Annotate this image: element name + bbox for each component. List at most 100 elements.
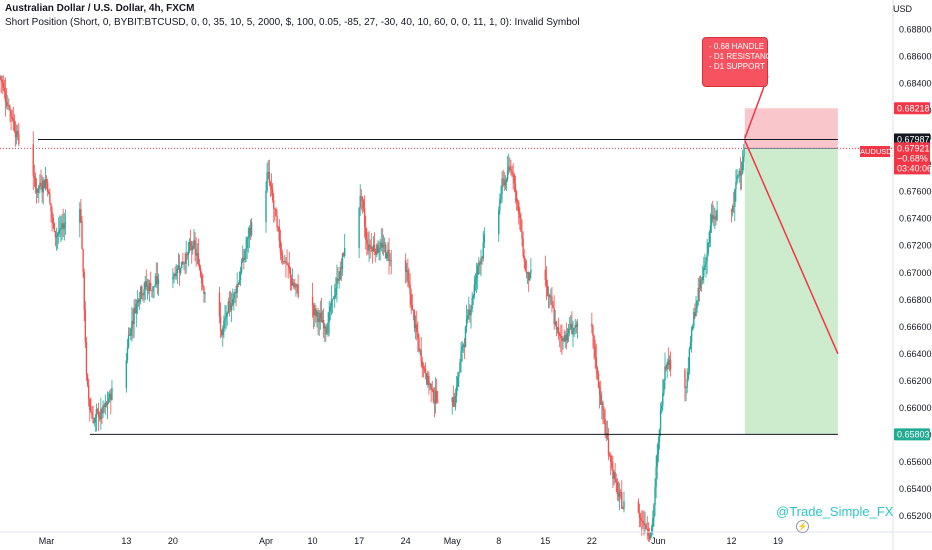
candle-body [639, 517, 642, 521]
candle-body [689, 342, 692, 349]
candle-body [505, 179, 508, 183]
y-tick-label: 0.66400 [899, 349, 932, 359]
candle-body [134, 307, 136, 313]
candle-body [522, 238, 524, 256]
candle-body [622, 508, 624, 510]
candle-body [53, 223, 56, 232]
candle-body [598, 387, 601, 395]
candle-body [151, 290, 153, 292]
candle-body [5, 102, 8, 106]
candle-body [684, 369, 686, 388]
current-price-tag[interactable]: 0.67921−0.68%03:40:06 [894, 142, 932, 175]
candle-body [133, 307, 135, 325]
candle-body [48, 192, 50, 195]
candle-body [516, 201, 519, 202]
candle-body [181, 261, 183, 269]
x-tick-label: 22 [587, 536, 597, 546]
candle-body [716, 210, 718, 220]
candle-body [314, 308, 316, 316]
candle-body [703, 267, 705, 277]
candle-body [14, 131, 17, 138]
candle-body [297, 284, 299, 297]
lightning-icon[interactable]: ⚡ [796, 520, 809, 533]
resistance-price-tag-text: 0.67987 [897, 134, 930, 144]
candle-body [526, 272, 529, 274]
candle-body [325, 326, 327, 335]
candle-body [63, 224, 65, 229]
candle-body [244, 251, 246, 260]
candle-body [132, 321, 134, 325]
candle-body [144, 281, 146, 290]
candle-body [566, 333, 569, 341]
candle-body [637, 501, 640, 513]
drawing-overlay[interactable] [0, 75, 893, 435]
candle-body [225, 316, 227, 319]
time-axis[interactable]: Mar 13 20 Apr 10 17 24 May 8 15 22 Jun 12 19 [0, 531, 932, 546]
x-tick-label: 10 [308, 536, 318, 546]
candle-body [730, 210, 733, 212]
candle-body [296, 284, 298, 286]
candle-body [172, 276, 174, 280]
candle-body [414, 324, 417, 329]
candle-body [736, 176, 738, 183]
stop-loss-zone[interactable] [744, 108, 838, 149]
price-axis[interactable]: 0.688000.686000.684000.682000.680000.678… [892, 0, 932, 550]
candle-body [109, 393, 111, 399]
candle-body [618, 492, 621, 497]
candle-body [418, 337, 420, 351]
candle-body [343, 247, 346, 256]
candle-body [390, 260, 392, 262]
candle-body [410, 293, 412, 305]
stop-price-tag[interactable]: 0.68218 [894, 102, 930, 115]
candle-body [46, 182, 49, 193]
candle-body [197, 253, 200, 265]
candle-body [613, 472, 615, 479]
candle-body [708, 232, 711, 243]
take-profit-zone[interactable] [744, 148, 838, 435]
candle-body [434, 390, 437, 404]
candle-body [659, 409, 662, 430]
candle-body [131, 321, 133, 329]
candle-body [101, 409, 103, 414]
currency-label[interactable]: USD [892, 4, 912, 14]
candle-body [375, 250, 377, 255]
candle-body [429, 384, 431, 386]
projection-line[interactable] [744, 140, 839, 355]
candle-body [386, 253, 388, 259]
candle-body [482, 242, 484, 259]
candle-body [196, 253, 198, 256]
x-tick-label: 20 [168, 536, 178, 546]
candle-body [547, 295, 550, 297]
candle-body [423, 368, 426, 370]
symbol-tag: AUDUSD [860, 146, 892, 157]
candle-body [524, 261, 527, 272]
candle-body [80, 209, 82, 221]
y-tick-label: 0.65400 [899, 484, 932, 494]
candle-body [234, 291, 236, 294]
candle-body [545, 279, 548, 286]
candle-body [563, 338, 565, 342]
candle-body [737, 175, 739, 177]
candle-body [363, 208, 366, 228]
candle-body [39, 182, 41, 187]
candle-body [453, 406, 456, 408]
candle-body [707, 242, 709, 254]
candle-body [411, 304, 413, 310]
target-price-tag[interactable]: 0.65803 [894, 428, 930, 441]
x-tick-label: 19 [773, 536, 783, 546]
y-tick-label: 0.67600 [899, 187, 932, 197]
candle-body [501, 178, 503, 195]
candle-body [404, 260, 407, 272]
candle-body [462, 344, 464, 347]
stop-price-tag-text: 0.68218 [897, 103, 930, 113]
candle-body [312, 304, 315, 316]
candle-body [696, 300, 698, 309]
candle-body [176, 268, 179, 274]
candle-body [10, 110, 12, 117]
indicator-legend[interactable]: Short Position (Short, 0, BYBIT:BTCUSD, … [5, 17, 580, 28]
candle-body [223, 320, 225, 329]
candle-body [504, 182, 507, 186]
annotation-callout[interactable]: - 0.68 HANDLE - D1 RESISTANCE - D1 SUPPO… [702, 37, 777, 87]
candle-body [203, 287, 205, 294]
